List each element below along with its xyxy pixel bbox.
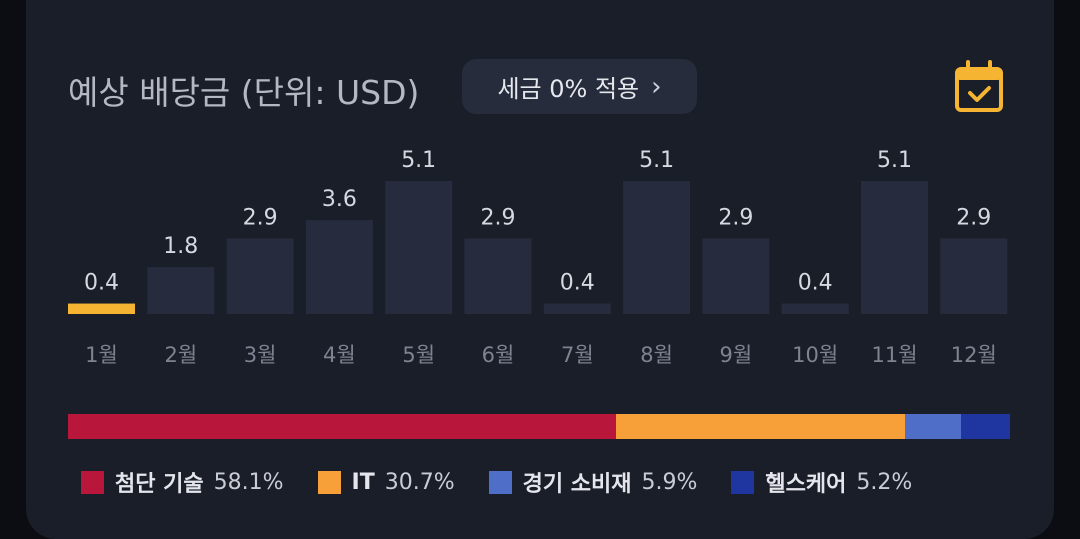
month-label: 9월: [720, 343, 753, 367]
bar-12월[interactable]: [940, 238, 1008, 314]
bar-7월[interactable]: [543, 303, 611, 314]
bar-10월[interactable]: [781, 303, 849, 314]
month-label: 1월: [85, 343, 118, 367]
bar-1월[interactable]: [68, 303, 135, 314]
bar-9월[interactable]: [702, 238, 770, 314]
month-label: 6월: [482, 343, 515, 367]
bar-2월[interactable]: [147, 267, 215, 314]
legend-sector-name: 첨단 기술: [115, 472, 204, 497]
month-label: 4월: [323, 343, 356, 367]
bar-value-label: 0.4: [560, 271, 595, 296]
legend-item: 첨단 기술 58.1%: [81, 466, 284, 498]
bar-value-label: 2.9: [481, 205, 516, 230]
legend-item: 경기 소비재 5.9%: [488, 466, 698, 498]
bar-6월[interactable]: [464, 238, 532, 314]
month-label: 8월: [640, 343, 673, 367]
legend-sector-name: 헬스케어: [765, 472, 847, 497]
bar-3월[interactable]: [226, 238, 294, 314]
legend-sector-percent: 5.9%: [641, 469, 698, 495]
allocation-segment: [905, 414, 961, 439]
legend-sector-name: IT: [351, 469, 375, 495]
legend-sector-percent: 30.7%: [384, 469, 455, 495]
bar-11월[interactable]: [861, 181, 928, 314]
sector-allocation-bar: [68, 414, 1010, 439]
chevron-right-icon: ›: [651, 71, 662, 102]
calendar-icon[interactable]: [953, 59, 1005, 114]
bar-value-label: 5.1: [401, 148, 436, 173]
legend-swatch: [731, 470, 755, 494]
bar-8월[interactable]: [623, 181, 691, 314]
legend-item: IT 30.7%: [317, 469, 455, 495]
month-label: 12월: [951, 343, 997, 367]
month-label: 5월: [402, 343, 435, 367]
bar-value-label: 2.9: [243, 205, 278, 230]
month-label: 7월: [561, 343, 594, 367]
allocation-segment: [960, 414, 1010, 439]
month-label: 2월: [164, 343, 197, 367]
bar-value-label: 3.6: [322, 187, 357, 212]
bar-value-label: 2.9: [956, 205, 991, 230]
bar-value-label: 2.9: [718, 205, 753, 230]
legend-sector-percent: 58.1%: [213, 469, 284, 495]
bar-value-label: 5.1: [877, 148, 912, 173]
allocation-segment: [68, 414, 616, 439]
legend-item: 헬스케어 5.2%: [731, 466, 912, 498]
tax-button-label: 세금 0% 적용: [497, 75, 640, 103]
legend-sector-name: 경기 소비재: [522, 472, 632, 497]
allocation-segment: [615, 414, 906, 439]
legend-swatch: [317, 470, 341, 494]
legend-sector-percent: 5.2%: [856, 469, 913, 495]
legend-swatch: [488, 470, 512, 494]
month-label: 3월: [244, 343, 277, 367]
bar-value-label: 0.4: [798, 271, 833, 296]
bar-5월[interactable]: [385, 181, 453, 314]
tax-setting-button[interactable]: 세금 0% 적용 ›: [462, 59, 697, 114]
month-label: 10월: [792, 343, 838, 367]
bar-4월[interactable]: [305, 220, 373, 314]
page-title: 예상 배당금 (단위: USD): [68, 73, 420, 112]
month-label: 11월: [871, 343, 917, 367]
dividend-bar-chart: 0.4 1월 1.8 2월 2.9 3월 3.6 4월 5.1 5월 2.9 6월 0.4 7월 5.1 8월…: [68, 148, 1008, 367]
bar-value-label: 5.1: [639, 148, 674, 173]
sector-legend: 첨단 기술 58.1% IT 30.7% 경기 소비재 5.9% 헬스케어 5.2%: [81, 466, 1020, 498]
bar-value-label: 1.8: [163, 234, 198, 259]
bar-value-label: 0.4: [84, 271, 119, 296]
legend-swatch: [81, 470, 104, 494]
